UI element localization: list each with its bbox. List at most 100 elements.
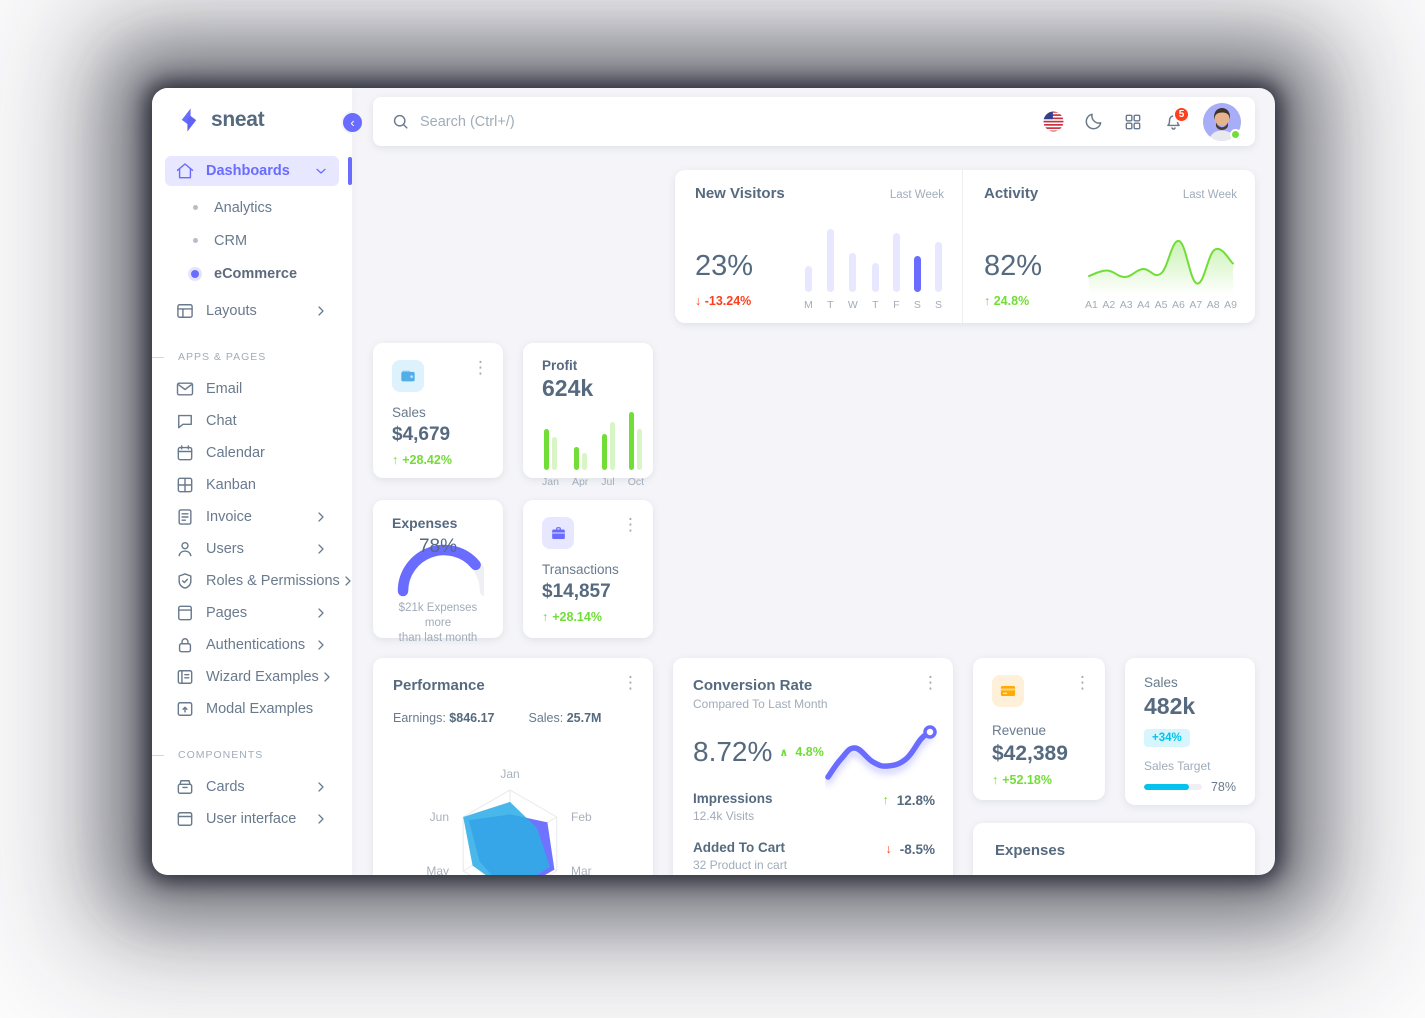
chevron-right-icon bbox=[319, 669, 335, 685]
conversion-title: Conversion Rate bbox=[693, 677, 813, 694]
chevron-right-icon bbox=[313, 779, 329, 795]
revenue-title: Revenue bbox=[992, 723, 1047, 738]
new-visitors-change: -13.24% bbox=[704, 294, 752, 308]
trend-up-icon: ↑ bbox=[392, 453, 399, 467]
activity-area-chart: A1 A2 A3 A4 A5 A6 A7 A8 A9 bbox=[1085, 237, 1237, 311]
bullet-dot-icon bbox=[193, 238, 198, 243]
briefcase-icon bbox=[542, 517, 574, 549]
sidebar-menu: Dashboards Analytics CRM eCommerce Layouts AP… bbox=[152, 152, 352, 834]
caret-up-icon: ∧ bbox=[779, 746, 789, 759]
sidebar-item-cards[interactable]: Cards bbox=[165, 772, 339, 802]
apps-grid-icon[interactable] bbox=[1117, 106, 1149, 138]
trend-down-icon: ↓ bbox=[695, 294, 702, 308]
trend-down-icon: ↓ bbox=[885, 842, 892, 856]
sidebar-item-invoice[interactable]: Invoice bbox=[165, 502, 339, 532]
notification-badge: 5 bbox=[1173, 105, 1190, 123]
transactions-menu-dots[interactable]: ⋮ bbox=[622, 515, 639, 534]
revenue-value: $42,389 bbox=[992, 742, 1068, 765]
conversion-menu-dots[interactable]: ⋮ bbox=[922, 673, 939, 692]
sidebar-item-layouts[interactable]: Layouts bbox=[165, 296, 339, 326]
sidebar-item-modal-examples[interactable]: Modal Examples bbox=[165, 694, 339, 724]
svg-text:Jun: Jun bbox=[430, 810, 449, 824]
sidebar-item-kanban[interactable]: Kanban bbox=[165, 470, 339, 500]
svg-text:Feb: Feb bbox=[571, 810, 592, 824]
activity-title: Activity bbox=[984, 185, 1039, 202]
performance-menu-dots[interactable]: ⋮ bbox=[622, 673, 639, 692]
cards-icon bbox=[175, 777, 195, 797]
sidebar-item-roles-permissions[interactable]: Roles & Permissions bbox=[165, 566, 351, 596]
added-to-cart-label: Added To Cart bbox=[693, 840, 785, 855]
sidebar-item-chat[interactable]: Chat bbox=[165, 406, 339, 436]
revenue-card: ⋮ Revenue $42,389 ↑ +52.18% bbox=[973, 658, 1105, 800]
sales-target-percent: 78% bbox=[1210, 780, 1236, 794]
users-icon bbox=[175, 539, 195, 559]
chevron-right-icon bbox=[313, 509, 329, 525]
added-to-cart-row: Added To Cart 32 Product in cart ↓ -8.5% bbox=[693, 840, 935, 872]
sales-target-badge: +34% bbox=[1144, 729, 1190, 747]
sales-title: Sales bbox=[392, 405, 426, 420]
notifications-bell-icon[interactable]: 5 bbox=[1157, 105, 1190, 138]
sidebar-subitem-analytics[interactable]: Analytics bbox=[152, 191, 352, 224]
sidebar-item-user-interface[interactable]: User interface bbox=[165, 804, 339, 834]
brand-name: sneat bbox=[211, 108, 265, 131]
expenses-bottom-title: Expenses bbox=[995, 842, 1066, 859]
chat-icon bbox=[175, 411, 195, 431]
svg-text:Mar: Mar bbox=[571, 864, 592, 875]
impressions-label: Impressions bbox=[693, 791, 773, 806]
chevron-right-icon bbox=[340, 573, 356, 589]
bullet-dot-icon bbox=[193, 205, 198, 210]
added-to-cart-sub: 32 Product in cart bbox=[693, 858, 788, 872]
sales-change: +28.42% bbox=[402, 453, 452, 467]
sidebar-collapse-button[interactable]: ‹ bbox=[341, 111, 364, 134]
activity-period: Last Week bbox=[1182, 189, 1237, 201]
menu-section-header-components: COMPONENTS bbox=[152, 746, 352, 764]
transactions-change: +28.14% bbox=[552, 610, 602, 624]
conversion-change: 4.8% bbox=[795, 745, 824, 759]
layouts-icon bbox=[175, 301, 195, 321]
sidebar-item-email[interactable]: Email bbox=[165, 374, 339, 404]
revenue-menu-dots[interactable]: ⋮ bbox=[1074, 673, 1091, 692]
new-visitors-title: New Visitors bbox=[695, 185, 785, 202]
brand[interactable]: sneat bbox=[152, 88, 352, 152]
profit-value: 624k bbox=[542, 375, 594, 401]
sales-value: $4,679 bbox=[392, 424, 451, 445]
chevron-right-icon bbox=[313, 303, 329, 319]
sales-target-label: Sales Target bbox=[1144, 759, 1211, 773]
pages-icon bbox=[175, 603, 195, 623]
trend-up-icon: ↑ bbox=[542, 610, 549, 624]
performance-sales: Sales: 25.7M bbox=[528, 711, 602, 725]
performance-title: Performance bbox=[393, 677, 485, 694]
sidebar-item-pages[interactable]: Pages bbox=[165, 598, 339, 628]
modal-examples-icon bbox=[175, 699, 195, 719]
profit-bar-chart: Jan Apr Jul Oct bbox=[542, 412, 644, 488]
expenses-gauge-chart bbox=[392, 535, 484, 599]
sidebar-subitem-crm[interactable]: CRM bbox=[152, 224, 352, 257]
brand-logo-icon bbox=[176, 107, 202, 133]
sales-target-progress bbox=[1144, 784, 1202, 790]
conversion-line-chart bbox=[825, 724, 939, 790]
search-input[interactable] bbox=[420, 113, 820, 130]
chevron-right-icon bbox=[313, 541, 329, 557]
sidebar-item-authentications[interactable]: Authentications bbox=[165, 630, 339, 660]
impressions-sub: 12.4k Visits bbox=[693, 809, 755, 823]
language-flag-icon[interactable] bbox=[1037, 106, 1069, 138]
sidebar-item-wizard-examples[interactable]: Wizard Examples bbox=[165, 662, 339, 692]
calendar-icon bbox=[175, 443, 195, 463]
impressions-change: 12.8% bbox=[896, 793, 935, 808]
new-visitors-period: Last Week bbox=[889, 189, 944, 201]
chevron-down-icon bbox=[313, 163, 329, 179]
sidebar-item-users[interactable]: Users bbox=[165, 534, 339, 564]
email-icon bbox=[175, 379, 195, 399]
sidebar-item-dashboards[interactable]: Dashboards bbox=[165, 156, 352, 186]
dark-mode-moon-icon[interactable] bbox=[1077, 106, 1109, 138]
user-avatar[interactable] bbox=[1203, 102, 1241, 141]
sidebar-subitem-ecommerce[interactable]: eCommerce bbox=[152, 257, 352, 290]
sidebar: sneat ‹ Dashboards Analytics CRM eCommerce L… bbox=[152, 88, 364, 875]
sidebar-item-calendar[interactable]: Calendar bbox=[165, 438, 339, 468]
search-icon[interactable] bbox=[391, 112, 410, 131]
wizard-examples-icon bbox=[175, 667, 195, 687]
sales-menu-dots[interactable]: ⋮ bbox=[472, 358, 489, 377]
app-window: sneat ‹ Dashboards Analytics CRM eCommerce L… bbox=[152, 88, 1275, 875]
bullet-dot-icon bbox=[191, 269, 199, 278]
